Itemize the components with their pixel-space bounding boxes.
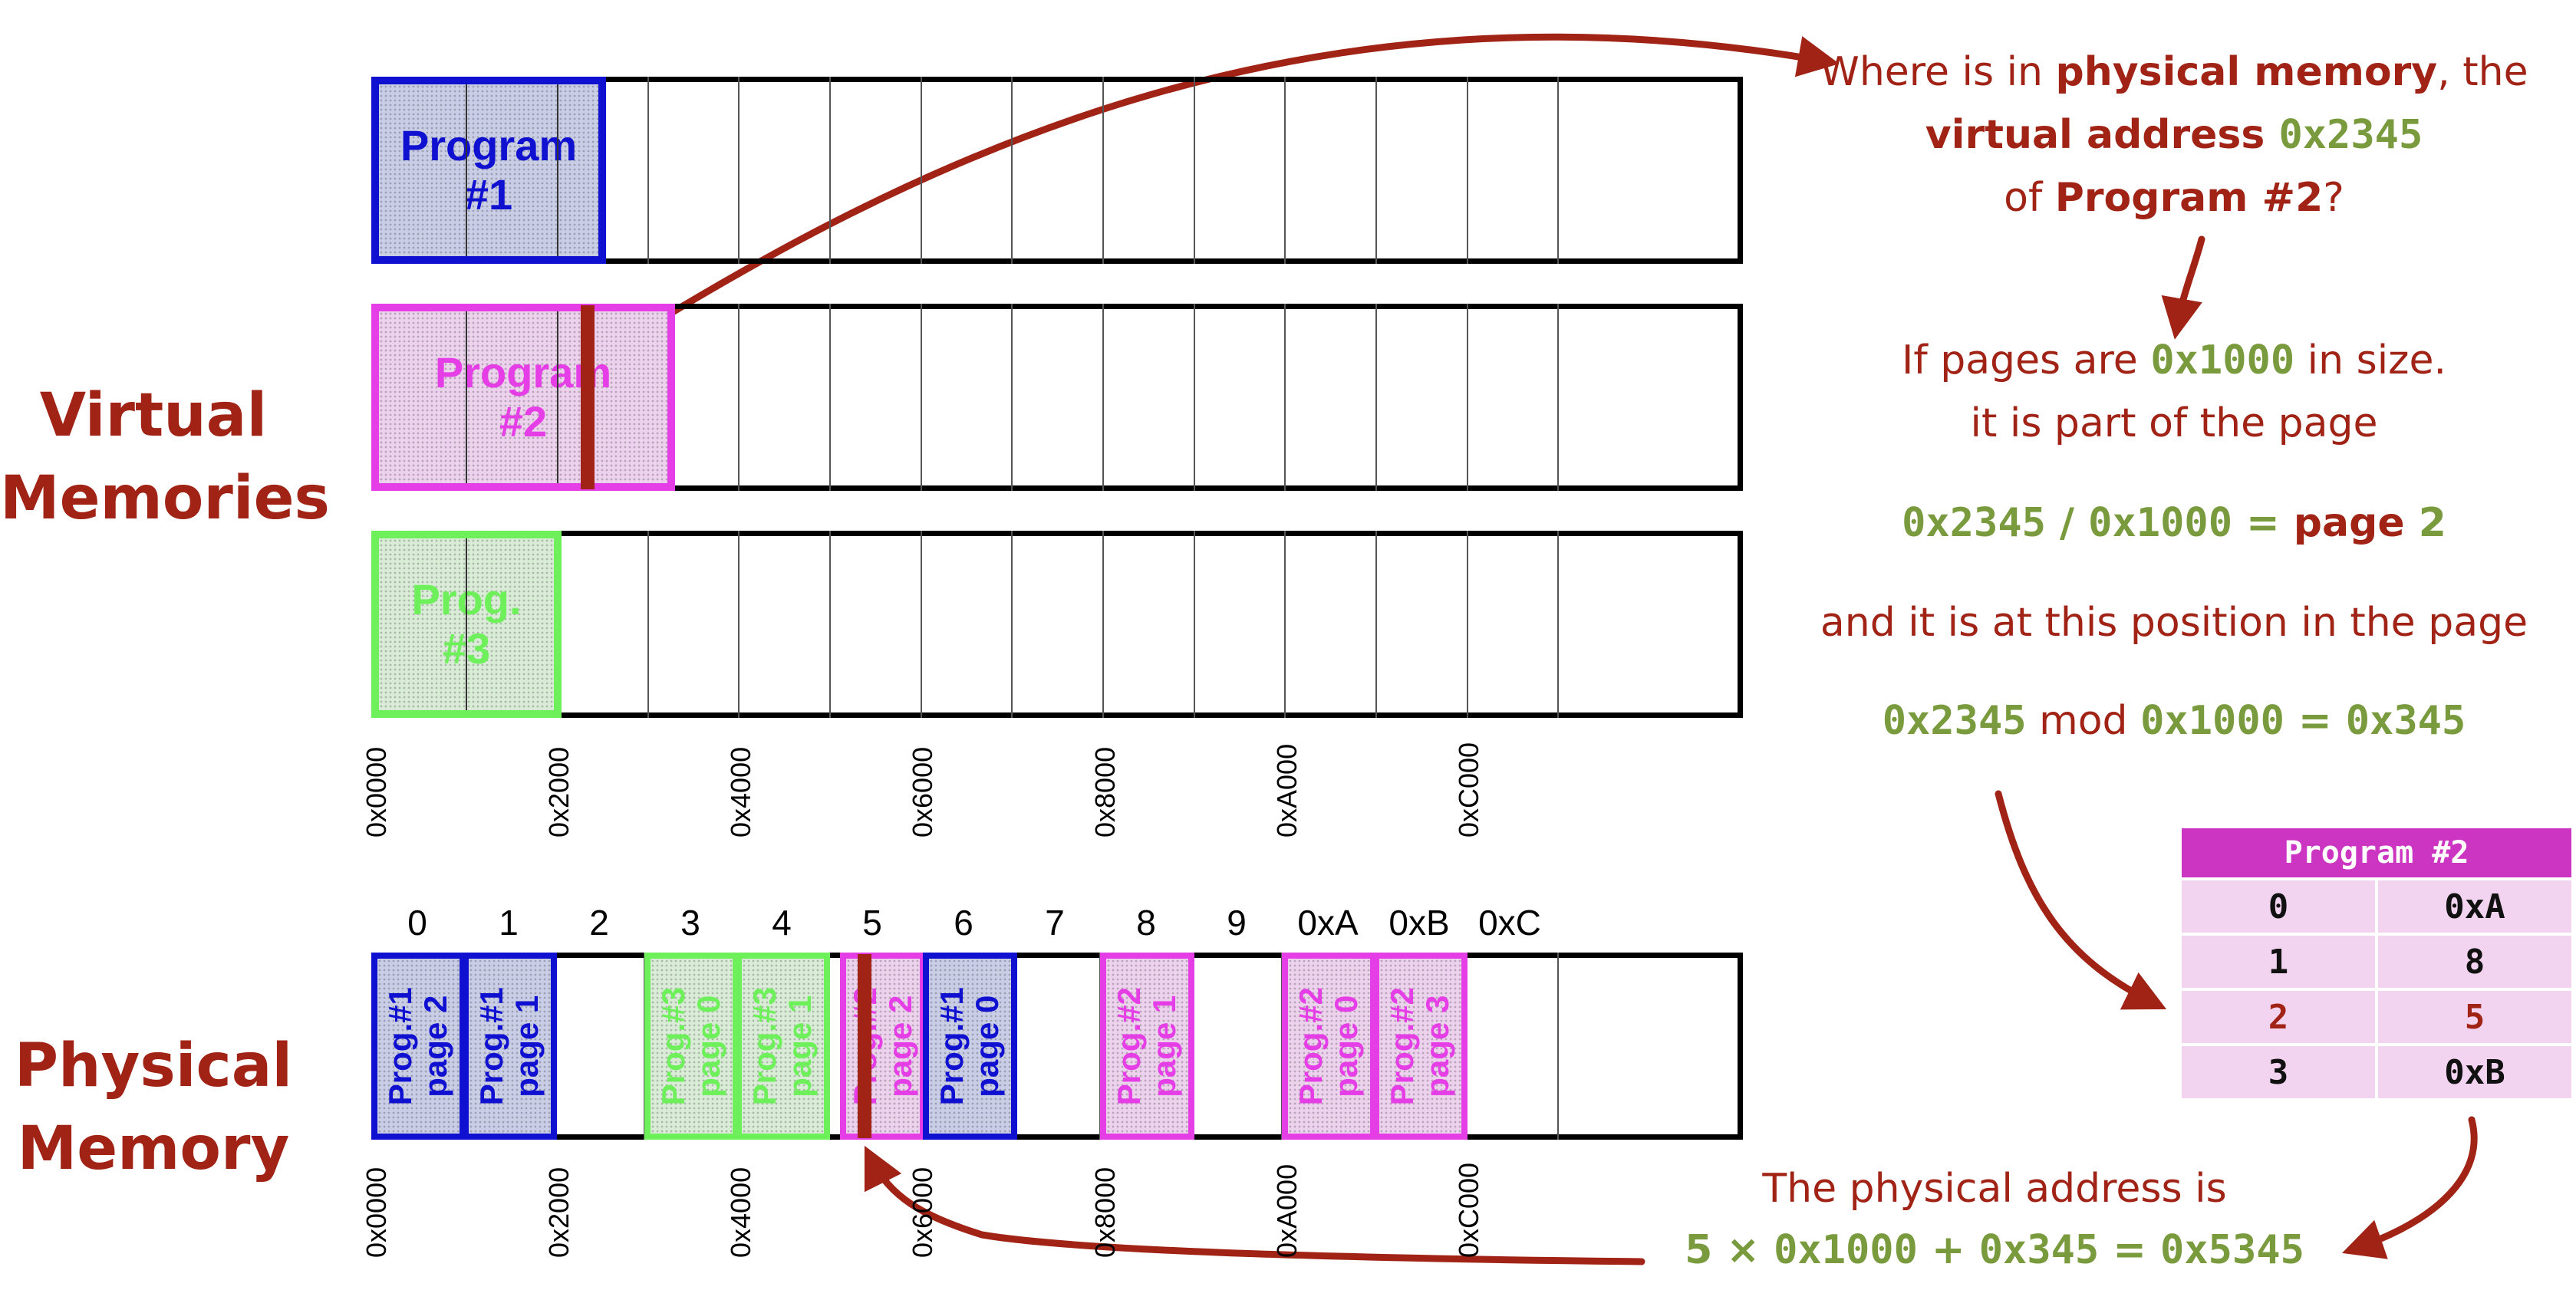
- page-table-frame: 0xB: [2375, 1043, 2574, 1101]
- virtual-memories-label-line2: Memories: [0, 464, 330, 533]
- virtual-memories-label-line1: Virtual: [39, 381, 268, 450]
- physical-tick: 0xA000: [1271, 1163, 1303, 1258]
- page-table-page-highlighted: 2: [2179, 988, 2378, 1046]
- program1-block: Program #1: [371, 77, 606, 264]
- frame-page: page 0: [690, 995, 727, 1097]
- physical-frame-0: Prog.#1 page 2: [371, 953, 466, 1140]
- program2-block: Program #2: [371, 304, 675, 491]
- frame-page: page 3: [1419, 995, 1456, 1097]
- page-table-title: Program #2: [2179, 825, 2574, 880]
- page-table-frame-highlighted: 5: [2375, 988, 2574, 1046]
- physical-tick: 0x8000: [1089, 1167, 1121, 1258]
- frame-number: 3: [680, 903, 700, 943]
- page-table-frame: 8: [2375, 933, 2574, 991]
- frame-page: page 1: [782, 995, 819, 1097]
- offset-formula: 0x2345 mod 0x1000 = 0x345: [1882, 698, 2466, 744]
- frame-page: page 1: [1146, 995, 1183, 1097]
- program1-block-number: #1: [464, 170, 513, 219]
- frame-prog: Prog.#1: [382, 986, 419, 1106]
- frame-prog: Prog.#2: [1293, 986, 1329, 1106]
- frame-number: 7: [1045, 903, 1065, 943]
- frame-prog: Prog.#1: [934, 986, 970, 1106]
- arrow-question-to-pagesize: [2161, 235, 2205, 340]
- frame-number: 5: [862, 903, 882, 943]
- page-table-page: 3: [2179, 1043, 2378, 1101]
- frame-page: page 0: [1328, 995, 1365, 1097]
- arrow-result-to-physical: [864, 1145, 1645, 1265]
- page-table-frame: 0xA: [2375, 877, 2574, 936]
- question-line-1: Where is in physical memory, the: [1820, 49, 2528, 95]
- frame-number: 0xA: [1297, 903, 1359, 943]
- frame-number: 1: [499, 903, 519, 943]
- physical-tick: 0x6000: [907, 1167, 938, 1258]
- result-formula: 5 × 0x1000 + 0x345 = 0x5345: [1685, 1227, 2304, 1273]
- page-size-line: If pages are 0x1000 in size.: [1902, 337, 2446, 383]
- frame-page: page 2: [882, 995, 918, 1097]
- frame-number: 0xB: [1388, 903, 1450, 943]
- offset-explanation-line: and it is at this position in the page: [1820, 600, 2528, 646]
- arrow-offset-to-table: [1995, 790, 2167, 1010]
- program1-block-name: Program: [400, 120, 578, 169]
- question-line-2: virtual address 0x2345: [1925, 112, 2423, 158]
- arrow-virtual-to-question: [591, 33, 1840, 364]
- result-line-1: The physical address is: [1762, 1166, 2227, 1212]
- physical-tick: 0x4000: [725, 1167, 756, 1258]
- frame-number: 2: [589, 903, 609, 943]
- program2-block-number: #2: [499, 397, 548, 446]
- frame-page: page 1: [509, 995, 545, 1097]
- question-line-3: of Program #2?: [2004, 175, 2344, 221]
- frame-number: 9: [1227, 903, 1247, 943]
- physical-memory-label-line2: Memory: [17, 1114, 290, 1183]
- page-table-page: 0: [2179, 877, 2378, 936]
- frame-page: page 0: [969, 995, 1006, 1097]
- frame-prog: Prog.#2: [1111, 986, 1148, 1106]
- frame-prog: Prog.#1: [473, 986, 510, 1106]
- frame-prog: Prog.#3: [655, 986, 692, 1106]
- physical-frame-8: Prog.#2 page 1: [1100, 953, 1194, 1140]
- frame-prog: Prog.#3: [746, 986, 783, 1106]
- physical-frame-11: Prog.#2 page 3: [1373, 953, 1468, 1140]
- frame-prog: Prog.#2: [1384, 986, 1421, 1106]
- physical-tick: 0x2000: [543, 1167, 575, 1258]
- physical-tick: 0xC000: [1453, 1162, 1484, 1258]
- frame-page: page 2: [417, 995, 454, 1097]
- page-table-page: 1: [2179, 933, 2378, 991]
- frame-number: 0xC: [1478, 903, 1541, 943]
- frame-number: 0: [407, 903, 427, 943]
- physical-memory-label: Physical Memory: [0, 1025, 307, 1190]
- physical-frame-10: Prog.#2 page 0: [1282, 953, 1376, 1140]
- physical-memory-label-line1: Physical: [14, 1032, 293, 1101]
- arrow-table-to-result: [2341, 1116, 2478, 1259]
- frame-number: 4: [772, 903, 792, 943]
- physical-tick: 0x0000: [361, 1167, 392, 1258]
- frame-number: 8: [1136, 903, 1156, 943]
- physical-frame-6: Prog.#1 page 0: [923, 953, 1017, 1140]
- frame-number: 6: [954, 903, 973, 943]
- physical-frame-3: Prog.#3 page 0: [644, 953, 739, 1140]
- virtual-address-marker: [581, 305, 595, 489]
- page-part-line: it is part of the page: [1970, 400, 2378, 446]
- physical-frame-1: Prog.#1 page 1: [463, 953, 557, 1140]
- virtual-memories-label: Virtual Memories: [0, 374, 330, 540]
- physical-address-marker: [858, 954, 871, 1138]
- physical-frame-4: Prog.#3 page 1: [736, 953, 830, 1140]
- page-division-formula: 0x2345 / 0x1000 = page 2: [1902, 500, 2446, 546]
